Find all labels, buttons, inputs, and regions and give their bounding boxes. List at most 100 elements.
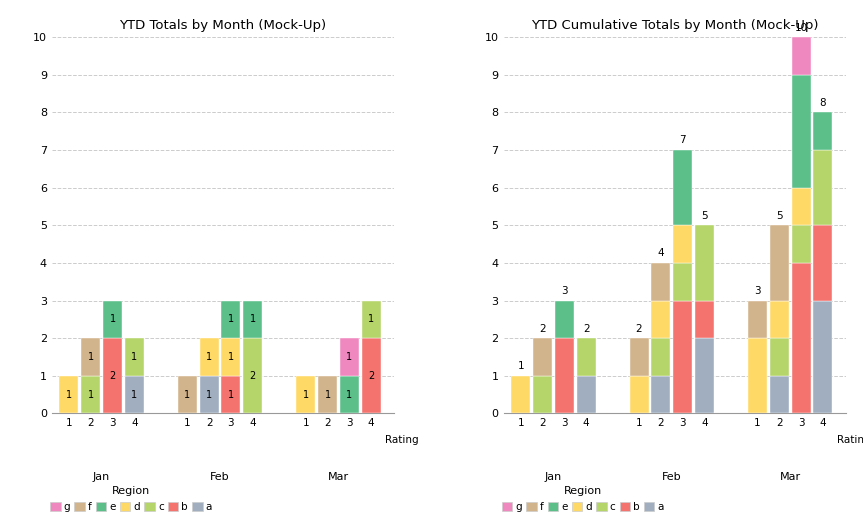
Text: 1: 1 bbox=[88, 352, 94, 362]
Bar bbox=[103, 338, 122, 413]
Bar bbox=[748, 301, 767, 338]
Text: 1: 1 bbox=[131, 352, 137, 362]
Text: 1: 1 bbox=[324, 390, 331, 400]
Bar bbox=[103, 301, 122, 338]
Bar bbox=[695, 301, 714, 338]
Bar bbox=[222, 338, 241, 376]
Text: 2: 2 bbox=[110, 371, 116, 381]
Bar bbox=[748, 338, 767, 413]
Text: 1: 1 bbox=[346, 390, 352, 400]
Bar bbox=[81, 338, 100, 376]
Bar bbox=[770, 225, 789, 301]
Bar bbox=[222, 301, 241, 338]
Bar bbox=[813, 225, 833, 301]
Bar bbox=[125, 376, 144, 413]
Bar bbox=[791, 263, 810, 413]
Bar bbox=[533, 376, 552, 413]
Text: 2: 2 bbox=[583, 324, 589, 333]
Text: Rating: Rating bbox=[386, 435, 419, 445]
Bar bbox=[81, 376, 100, 413]
Bar bbox=[576, 376, 595, 413]
Title: YTD Totals by Month (Mock-Up): YTD Totals by Month (Mock-Up) bbox=[119, 19, 326, 32]
Bar bbox=[791, 225, 810, 263]
Text: 7: 7 bbox=[679, 136, 686, 145]
Bar bbox=[791, 188, 810, 225]
Bar bbox=[673, 150, 692, 225]
Text: Rating: Rating bbox=[837, 435, 863, 445]
Bar bbox=[296, 376, 315, 413]
Text: 1: 1 bbox=[110, 314, 116, 324]
Text: 1: 1 bbox=[369, 314, 375, 324]
Bar bbox=[791, 75, 810, 188]
Text: 1: 1 bbox=[206, 352, 212, 362]
Text: 1: 1 bbox=[185, 390, 191, 400]
Bar bbox=[813, 150, 833, 225]
Text: 1: 1 bbox=[228, 314, 234, 324]
Bar bbox=[629, 376, 649, 413]
Text: 1: 1 bbox=[346, 352, 352, 362]
Text: 1: 1 bbox=[206, 390, 212, 400]
Bar bbox=[555, 301, 574, 338]
Bar bbox=[813, 112, 833, 150]
Text: 5: 5 bbox=[776, 211, 783, 220]
Bar bbox=[243, 301, 262, 338]
Text: Jan: Jan bbox=[545, 472, 562, 482]
Bar bbox=[243, 338, 262, 413]
Bar bbox=[199, 376, 218, 413]
Legend: g, f, e, d, c, b, a: g, f, e, d, c, b, a bbox=[502, 487, 664, 512]
Bar bbox=[178, 376, 197, 413]
Text: Feb: Feb bbox=[211, 472, 230, 482]
Text: 1: 1 bbox=[66, 390, 72, 400]
Bar bbox=[791, 37, 810, 75]
Text: 2: 2 bbox=[636, 324, 642, 333]
Text: 3: 3 bbox=[561, 286, 568, 296]
Bar bbox=[199, 338, 218, 376]
Bar bbox=[695, 225, 714, 301]
Text: 3: 3 bbox=[754, 286, 761, 296]
Text: 5: 5 bbox=[701, 211, 708, 220]
Bar bbox=[222, 376, 241, 413]
Text: 2: 2 bbox=[249, 371, 255, 381]
Bar bbox=[125, 338, 144, 376]
Bar bbox=[770, 338, 789, 376]
Bar bbox=[652, 338, 671, 376]
Text: 10: 10 bbox=[795, 23, 808, 32]
Bar bbox=[340, 338, 359, 376]
Title: YTD Cumulative Totals by Month (Mock-Up): YTD Cumulative Totals by Month (Mock-Up) bbox=[531, 19, 818, 32]
Bar bbox=[673, 263, 692, 301]
Text: 2: 2 bbox=[368, 371, 375, 381]
Bar bbox=[533, 338, 552, 376]
Bar bbox=[652, 263, 671, 301]
Text: 2: 2 bbox=[539, 324, 545, 333]
Bar bbox=[318, 376, 337, 413]
Text: Jan: Jan bbox=[93, 472, 110, 482]
Bar bbox=[362, 338, 381, 413]
Bar bbox=[362, 301, 381, 338]
Text: 1: 1 bbox=[131, 390, 137, 400]
Text: 1: 1 bbox=[517, 361, 524, 371]
Bar bbox=[813, 301, 833, 413]
Text: Feb: Feb bbox=[662, 472, 682, 482]
Bar bbox=[673, 301, 692, 413]
Bar bbox=[652, 301, 671, 338]
Legend: g, f, e, d, c, b, a: g, f, e, d, c, b, a bbox=[50, 487, 212, 512]
Text: 1: 1 bbox=[228, 390, 234, 400]
Bar bbox=[555, 338, 574, 413]
Text: 1: 1 bbox=[88, 390, 94, 400]
Text: 1: 1 bbox=[228, 352, 234, 362]
Text: 4: 4 bbox=[658, 249, 665, 258]
Bar bbox=[340, 376, 359, 413]
Text: 1: 1 bbox=[303, 390, 309, 400]
Bar bbox=[673, 225, 692, 263]
Bar bbox=[511, 376, 530, 413]
Text: 1: 1 bbox=[249, 314, 255, 324]
Bar bbox=[60, 376, 79, 413]
Bar bbox=[695, 338, 714, 413]
Bar bbox=[652, 376, 671, 413]
Text: Mar: Mar bbox=[328, 472, 349, 482]
Text: Mar: Mar bbox=[779, 472, 801, 482]
Bar bbox=[576, 338, 595, 376]
Bar bbox=[629, 338, 649, 376]
Text: 8: 8 bbox=[820, 98, 826, 108]
Bar bbox=[770, 301, 789, 338]
